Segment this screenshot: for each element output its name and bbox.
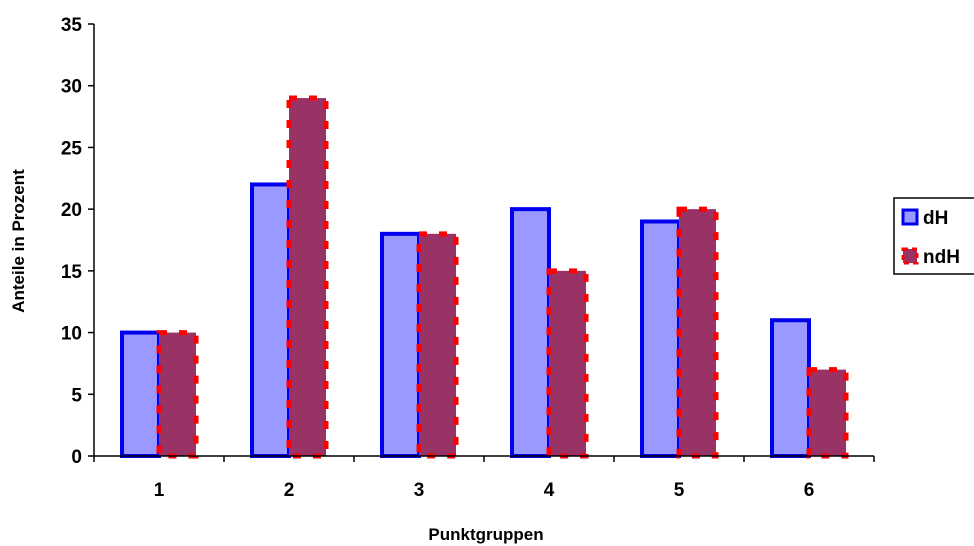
y-tick-label-30: 30 [61,77,82,98]
legend: dH ndH [893,197,974,275]
x-tick-label-5: 5 [674,480,685,501]
bar-ndh-5 [676,206,719,459]
plot-area [120,95,849,459]
legend-swatch-ndh [901,247,919,265]
y-tick-label-0: 0 [71,447,82,468]
bar-ndh-6 [806,367,849,459]
bar-dh-2 [250,182,291,458]
x-tick-label-3: 3 [414,480,425,501]
bar-dh-5 [640,219,681,458]
x-tick-label-2: 2 [284,480,295,501]
y-tick-label-10: 10 [61,324,82,345]
y-axis-title: Anteile in Prozent [9,169,28,313]
x-axis-title: Punktgruppen [428,525,543,544]
y-tick-label-20: 20 [61,200,82,221]
bar-ndh-3 [416,231,459,459]
legend-swatch-dh [901,208,919,226]
x-tick-label-4: 4 [544,480,555,501]
legend-label-ndh: ndH [923,247,960,268]
x-tick-label-1: 1 [154,480,165,501]
bar-ndh-1 [156,330,199,459]
y-tick-label-5: 5 [71,385,82,406]
y-tick-label-25: 25 [61,138,83,159]
y-tick-label-35: 35 [61,15,83,36]
x-tick-label-6: 6 [804,480,815,501]
bar-dh-4 [510,207,551,458]
bar-ndh-2 [286,95,329,459]
y-tick-label-15: 15 [61,262,83,283]
bar-ndh-4 [546,268,589,459]
bar-dh-1 [120,330,161,459]
bar-dh-6 [770,318,811,458]
bar-dh-3 [380,231,421,458]
legend-label-dh: dH [923,208,948,229]
axes: 0 5 10 15 20 25 30 35 1 2 3 4 5 6 [61,15,875,501]
